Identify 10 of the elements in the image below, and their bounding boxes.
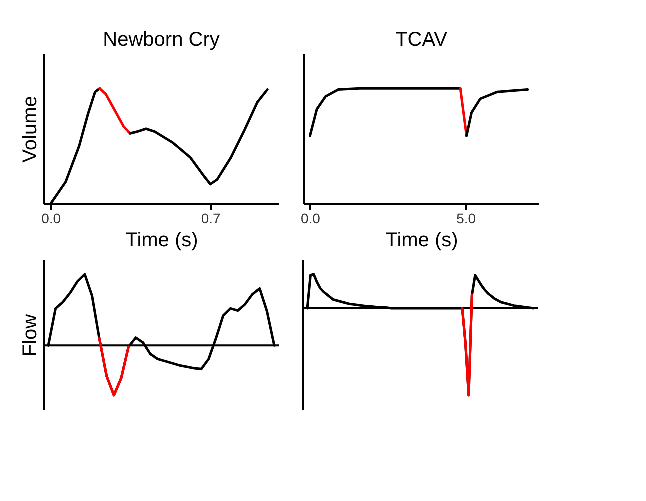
x-axis-title: Time (s): [126, 230, 198, 252]
chart-title: Newborn Cry: [103, 29, 220, 51]
y-axis-title: Flow: [20, 314, 42, 357]
y-axis-title: Volume: [20, 96, 42, 163]
x-tick-label: 5.0: [456, 210, 476, 226]
x-tick-label: 0.0: [300, 210, 321, 226]
x-tick-label: 0.0: [42, 210, 62, 226]
x-axis-title: Time (s): [386, 230, 458, 252]
chart-title: TCAV: [396, 29, 448, 51]
x-tick-label: 0.7: [201, 210, 221, 226]
